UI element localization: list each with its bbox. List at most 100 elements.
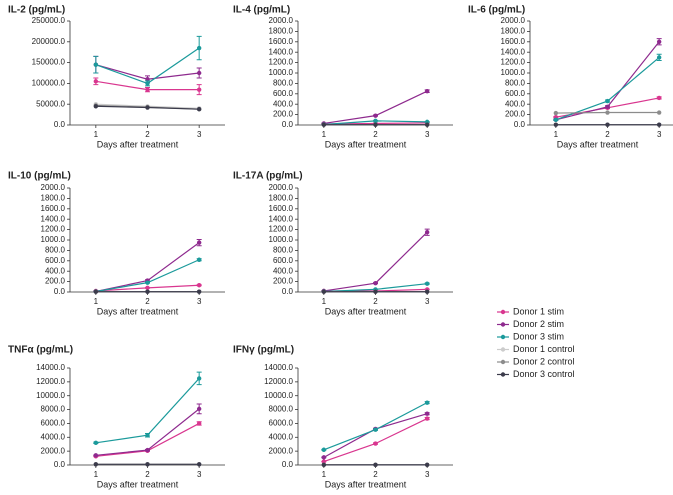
data-point: [553, 110, 559, 116]
y-tick-label: 0.0: [514, 120, 526, 129]
x-axis-title: Days after treatment: [325, 306, 407, 316]
data-point: [93, 462, 99, 467]
y-tick-label: 12000.0: [36, 377, 65, 386]
y-tick-label: 0.0: [282, 120, 294, 129]
data-point: [145, 81, 150, 86]
y-tick-label: 600.0: [273, 256, 294, 265]
chart-title: IL-4 (pg/mL): [233, 5, 290, 16]
y-tick-label: 1800.0: [41, 194, 66, 203]
data-point: [656, 122, 662, 127]
data-point: [605, 104, 610, 110]
legend-label: Donor 2 control: [513, 356, 575, 366]
data-point: [424, 411, 430, 416]
x-axis-title: Days after treatment: [97, 306, 179, 316]
chart-title: TNFα (pg/mL): [8, 345, 73, 356]
y-tick-label: 1600.0: [41, 204, 66, 213]
y-tick-label: 10000.0: [264, 391, 293, 400]
y-tick-label: 2000.0: [269, 183, 294, 192]
legend-label: Donor 1 control: [513, 344, 575, 354]
y-tick-label: 400.0: [45, 266, 66, 275]
legend-marker: [500, 359, 506, 365]
y-tick-label: 400.0: [273, 266, 294, 275]
data-point: [321, 122, 327, 127]
data-point: [605, 98, 610, 104]
y-tick-label: 0.0: [282, 460, 294, 469]
legend-marker: [500, 322, 506, 327]
y-tick-label: 2000.0: [269, 16, 294, 25]
y-tick-label: 0.0: [282, 287, 294, 296]
data-point: [93, 79, 99, 84]
legend-label: Donor 3 stim: [513, 331, 564, 341]
x-axis-title: Days after treatment: [557, 139, 639, 149]
x-tick-label: 1: [322, 297, 327, 306]
data-point: [196, 421, 202, 426]
y-tick-label: 1200.0: [269, 58, 294, 67]
y-tick-label: 2000.0: [269, 446, 294, 455]
y-tick-label: 200.0: [273, 277, 294, 286]
y-tick-label: 100000.0: [32, 79, 66, 88]
x-axis-title: Days after treatment: [97, 479, 179, 489]
y-tick-label: 1400.0: [269, 47, 294, 56]
chart-title: IL-17A (pg/mL): [233, 171, 303, 182]
data-point: [196, 106, 202, 112]
data-point: [196, 462, 202, 467]
y-tick-label: 400.0: [273, 99, 294, 108]
y-tick-label: 1000.0: [269, 68, 294, 77]
y-tick-label: 200.0: [45, 277, 66, 286]
y-tick-label: 6000.0: [269, 419, 294, 428]
y-tick-label: 1000.0: [269, 235, 294, 244]
y-tick-label: 800.0: [45, 246, 66, 255]
series-line: [323, 413, 428, 458]
y-tick-label: 800.0: [273, 79, 294, 88]
y-tick-label: 0.0: [54, 120, 66, 129]
data-point: [321, 447, 327, 452]
y-tick-label: 800.0: [273, 246, 294, 255]
data-point: [196, 70, 202, 76]
data-point: [424, 281, 430, 286]
y-tick-label: 1600.0: [269, 204, 294, 213]
y-tick-label: 2000.0: [41, 446, 66, 455]
series-line: [323, 90, 428, 125]
y-tick-label: 200.0: [505, 110, 526, 119]
data-point: [656, 110, 662, 115]
data-point: [145, 289, 150, 294]
y-tick-label: 1600.0: [269, 37, 294, 46]
y-tick-label: 2000.0: [501, 16, 526, 25]
data-point: [553, 122, 559, 127]
legend-marker: [500, 372, 506, 377]
y-tick-label: 1800.0: [269, 27, 294, 36]
x-tick-label: 3: [425, 130, 430, 139]
y-tick-label: 1400.0: [41, 214, 66, 223]
y-tick-label: 600.0: [505, 89, 526, 98]
y-tick-label: 0.0: [54, 287, 66, 296]
data-point: [321, 462, 327, 468]
data-point: [424, 122, 430, 127]
data-point: [373, 113, 378, 118]
data-point: [145, 77, 150, 82]
y-tick-label: 250000.0: [32, 16, 66, 25]
data-point: [553, 117, 559, 123]
y-tick-label: 600.0: [45, 256, 66, 265]
data-point: [145, 87, 150, 92]
x-tick-label: 3: [197, 130, 202, 139]
data-point: [656, 55, 662, 60]
y-tick-label: 14000.0: [264, 363, 293, 372]
data-point: [424, 416, 430, 421]
data-point: [373, 289, 378, 294]
data-point: [145, 462, 150, 467]
x-tick-label: 3: [657, 130, 662, 139]
x-tick-label: 3: [425, 470, 430, 479]
legend-marker: [500, 309, 506, 315]
data-point: [145, 280, 150, 285]
data-point: [196, 289, 202, 294]
data-point: [196, 240, 202, 245]
data-point: [424, 400, 430, 405]
data-point: [93, 104, 99, 109]
data-point: [196, 87, 202, 92]
y-tick-label: 1000.0: [41, 235, 66, 244]
y-tick-label: 1400.0: [501, 47, 526, 56]
y-tick-label: 1800.0: [269, 194, 294, 203]
x-tick-label: 1: [94, 130, 99, 139]
data-point: [145, 105, 150, 110]
y-tick-label: 200.0: [273, 110, 294, 119]
